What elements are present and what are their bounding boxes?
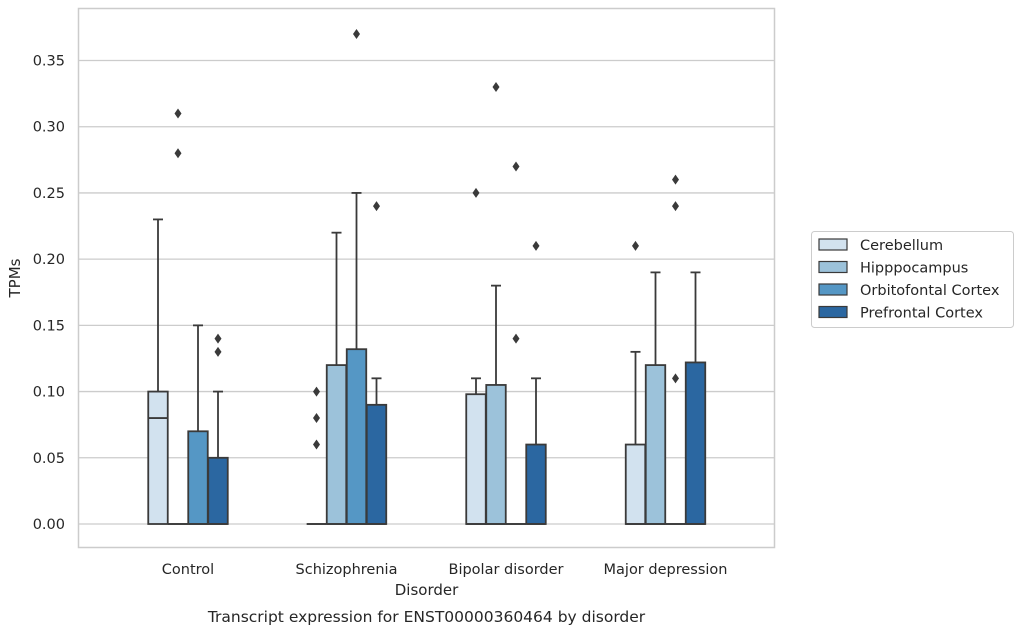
outlier-point bbox=[512, 161, 520, 172]
box-group bbox=[365, 201, 388, 525]
y-tick-label: 0.15 bbox=[33, 318, 65, 334]
box-group bbox=[624, 240, 647, 525]
x-tick-label: Control bbox=[162, 562, 214, 578]
y-axis-label: TPMs bbox=[6, 258, 24, 298]
outlier-point bbox=[672, 201, 679, 212]
box-series bbox=[147, 29, 707, 525]
legend: Cerebellum Hipppocampus Orbitofontal Corte… bbox=[811, 231, 1014, 328]
legend-label: Hipppocampus bbox=[860, 261, 968, 277]
y-tick-label: 0.35 bbox=[33, 54, 65, 70]
box-group bbox=[644, 271, 667, 525]
outlier-point bbox=[313, 413, 320, 424]
box-group bbox=[465, 187, 487, 525]
outlier-point bbox=[373, 201, 380, 212]
box-group bbox=[665, 174, 686, 525]
legend-swatch bbox=[818, 283, 848, 296]
y-tick-label: 0.10 bbox=[33, 385, 65, 401]
box-group bbox=[306, 386, 327, 525]
box-body bbox=[325, 364, 348, 525]
box-body bbox=[485, 384, 507, 525]
legend-frame bbox=[811, 231, 1014, 328]
box-group bbox=[506, 161, 526, 525]
box-body bbox=[525, 443, 547, 525]
box-body bbox=[365, 403, 388, 525]
outlier-point bbox=[492, 81, 500, 92]
outlier-point bbox=[313, 439, 320, 450]
box-body bbox=[465, 393, 487, 525]
legend-swatch bbox=[818, 260, 848, 274]
box-group bbox=[525, 240, 547, 525]
x-tick-labels: Control Schizophrenia Bipolar disorder Majo… bbox=[162, 562, 728, 578]
outlier-point bbox=[174, 108, 182, 119]
outlier-point bbox=[672, 373, 679, 384]
legend-label: Prefrontal Cortex bbox=[860, 306, 983, 322]
outlier-point bbox=[532, 240, 540, 251]
box-body bbox=[345, 348, 368, 525]
legend-label: Orbitofontal Cortex bbox=[860, 283, 1000, 299]
outlier-point bbox=[353, 29, 360, 40]
box-body bbox=[187, 430, 209, 525]
box-group bbox=[147, 218, 169, 525]
box-group bbox=[485, 81, 507, 525]
x-tick-label: Schizophrenia bbox=[296, 562, 398, 578]
box-group bbox=[684, 271, 707, 525]
box-group bbox=[345, 29, 368, 525]
legend-swatch bbox=[818, 305, 848, 319]
plot-area bbox=[77, 7, 776, 549]
box-body bbox=[207, 456, 229, 525]
box-body bbox=[624, 443, 647, 525]
box-body bbox=[147, 390, 169, 525]
outlier-point bbox=[472, 187, 480, 198]
y-tick-label: 0.25 bbox=[33, 186, 65, 202]
outlier-point bbox=[672, 174, 679, 185]
y-tick-label: 0.05 bbox=[33, 451, 65, 467]
x-tick-label: Bipolar disorder bbox=[449, 562, 564, 578]
outlier-point bbox=[313, 386, 320, 397]
box-body bbox=[684, 361, 707, 525]
legend-label: Cerebellum bbox=[860, 238, 943, 254]
x-axis-label: Disorder bbox=[395, 581, 459, 599]
y-tick-label: 0.00 bbox=[33, 517, 65, 533]
outlier-point bbox=[632, 240, 639, 251]
outlier-point bbox=[174, 148, 182, 159]
y-tick-labels: 0.00 0.05 0.10 0.15 0.20 0.25 0.30 0.35 bbox=[33, 54, 65, 534]
y-tick-label: 0.30 bbox=[33, 120, 65, 136]
legend-swatch bbox=[818, 238, 848, 251]
y-tick-label: 0.20 bbox=[33, 252, 65, 268]
outlier-point bbox=[214, 333, 222, 344]
box-group bbox=[168, 108, 188, 525]
x-tick-label: Major depression bbox=[604, 562, 728, 578]
box-group bbox=[207, 333, 229, 525]
outlier-point bbox=[214, 346, 222, 357]
box-body bbox=[644, 364, 667, 525]
outlier-point bbox=[512, 333, 520, 344]
chart-caption: Transcript expression for ENST0000036046… bbox=[207, 608, 646, 626]
